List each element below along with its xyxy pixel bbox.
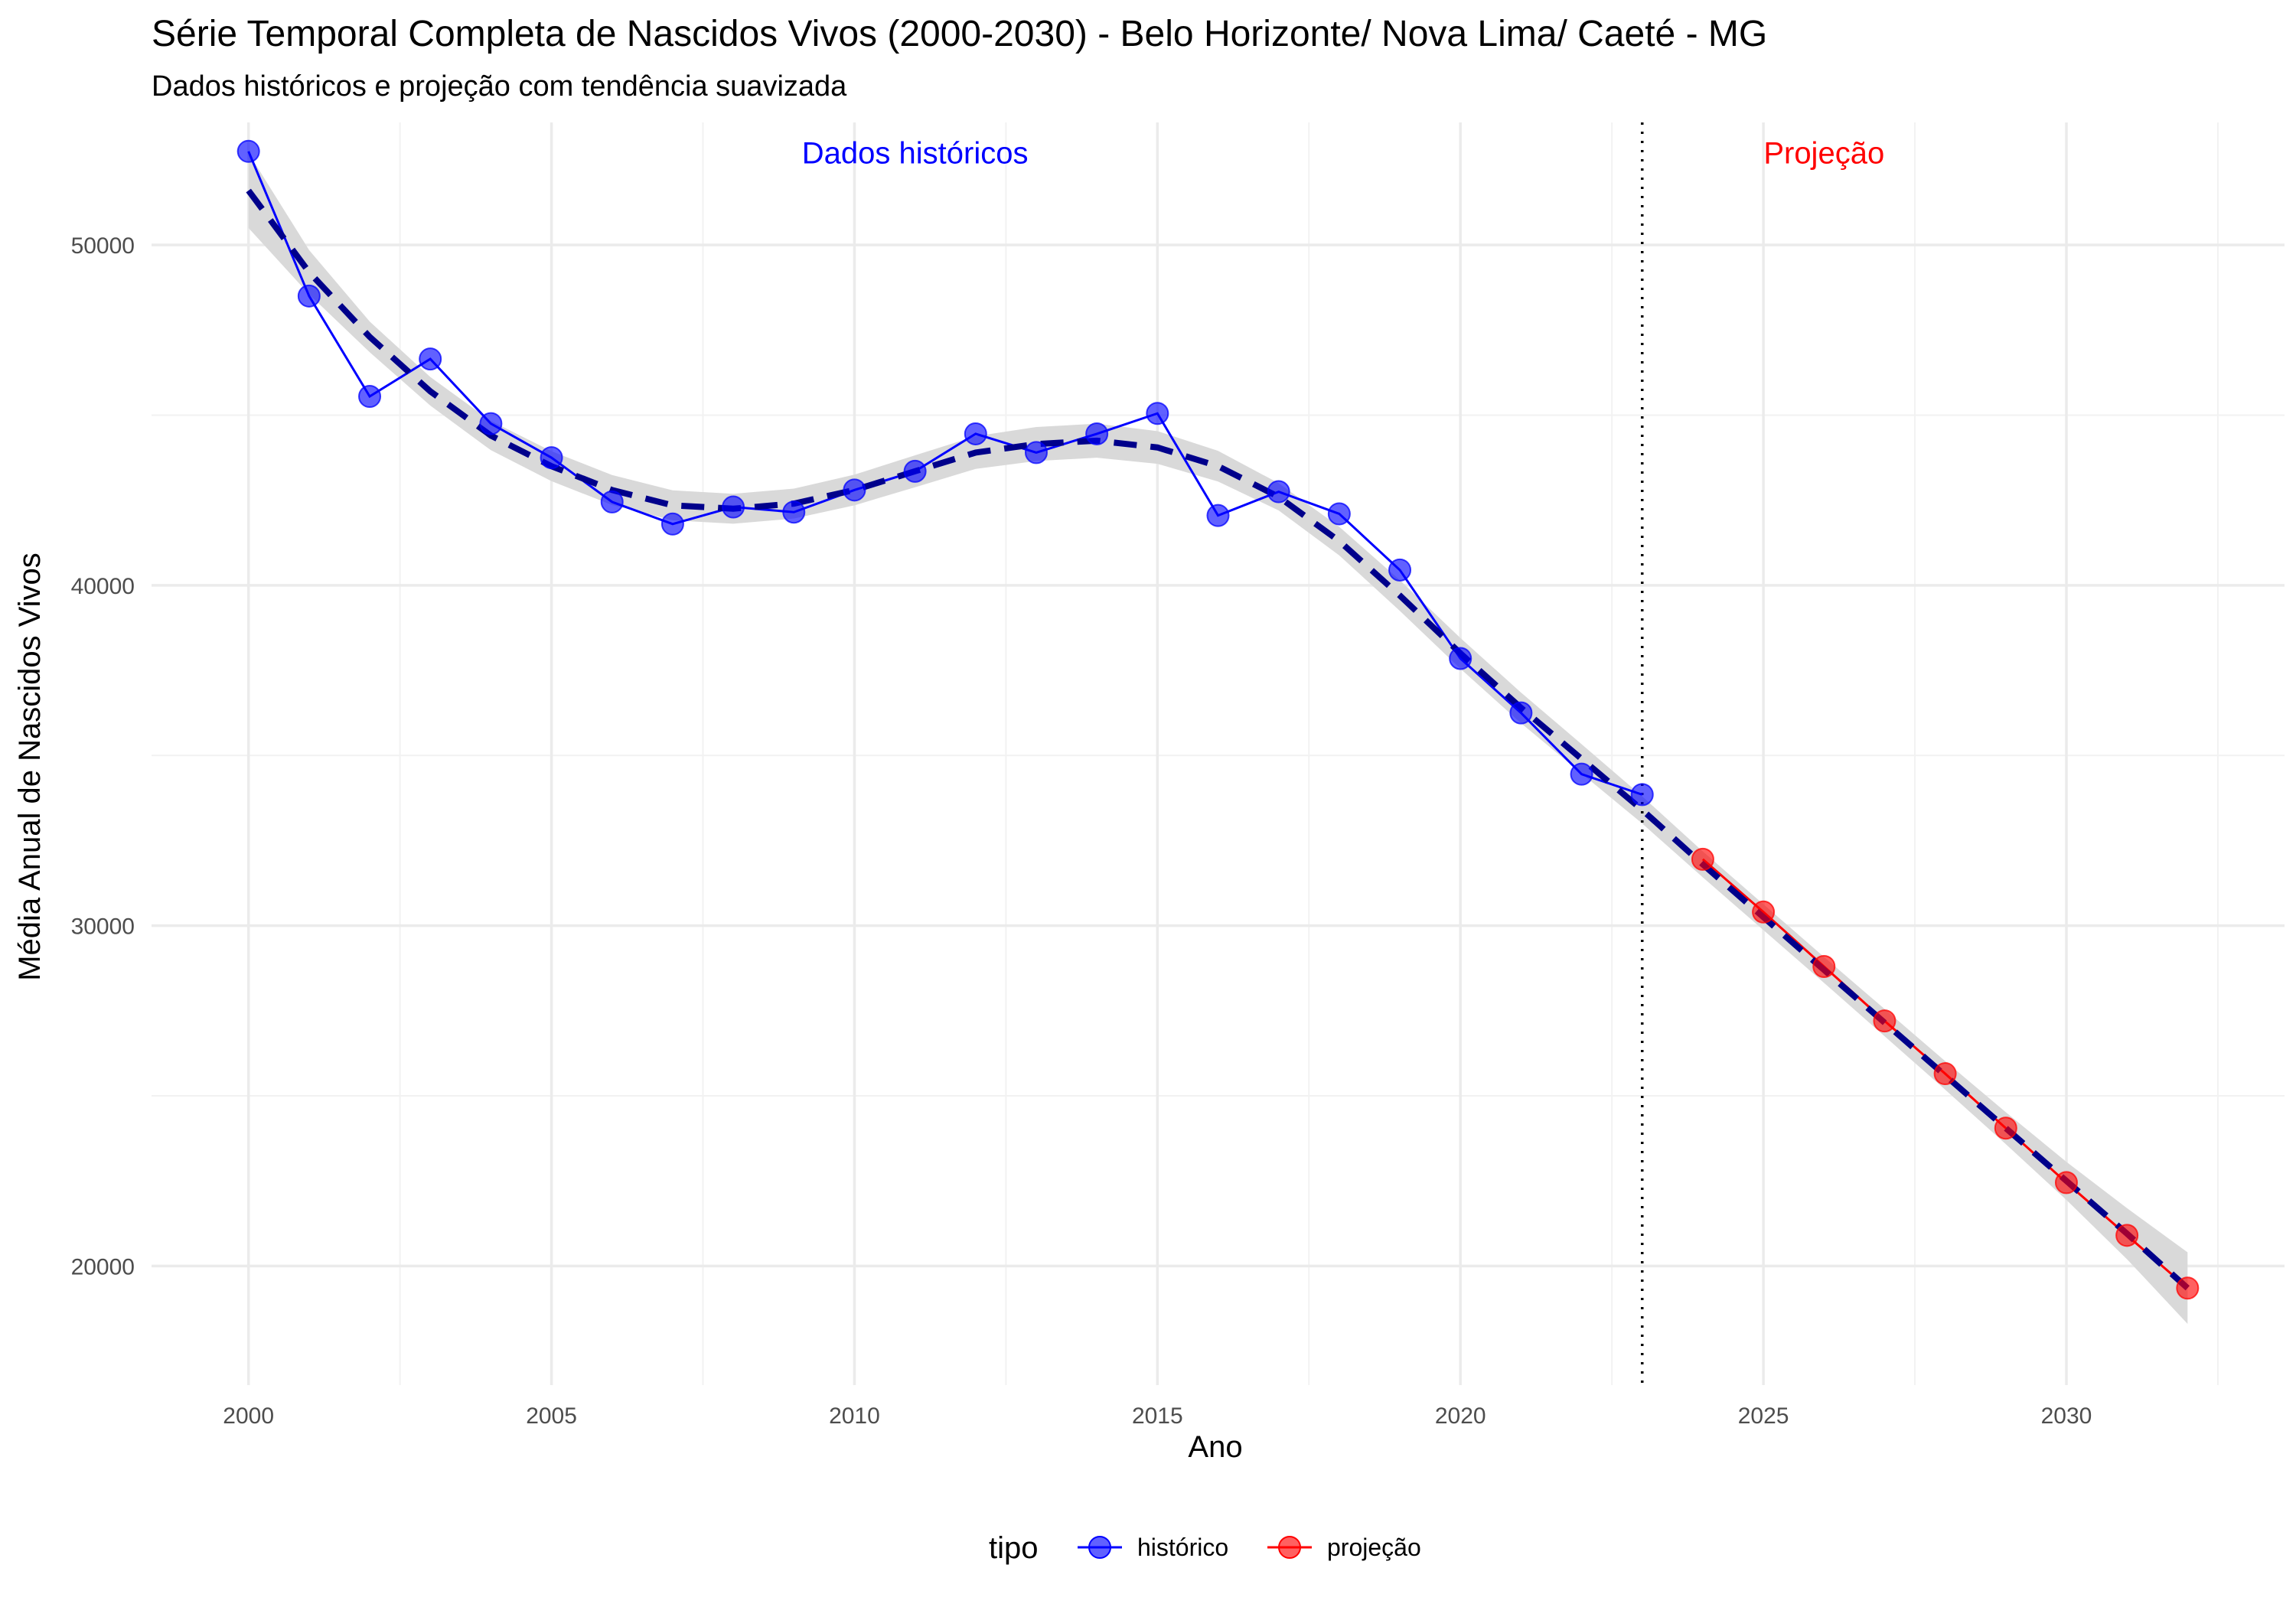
data-point-0 [964, 422, 987, 445]
x-tick-label: 2000 [223, 1403, 274, 1429]
data-point-0 [722, 495, 745, 519]
data-point-0 [843, 478, 866, 502]
tick-labels: 2000 2005 2010 2015 2020 2025 2030 20000 30000 40… [71, 233, 2092, 1429]
x-tick-label: 2015 [1132, 1403, 1183, 1429]
data-point-0 [1327, 502, 1351, 526]
data-point-1 [2176, 1276, 2200, 1300]
confidence-band [248, 153, 2188, 1324]
data-point-0 [600, 490, 624, 513]
data-point-0 [1388, 558, 1412, 582]
y-tick-label: 20000 [71, 1254, 135, 1279]
legend-key-point [1278, 1536, 1301, 1559]
x-axis-title: Ano [1188, 1430, 1242, 1464]
legend-label: projeção [1327, 1534, 1421, 1561]
data-point-1 [1691, 847, 1714, 871]
data-point-0 [1085, 422, 1109, 445]
data-point-0 [479, 412, 503, 435]
data-point-0 [236, 139, 260, 163]
x-tick-label: 2025 [1738, 1403, 1789, 1429]
data-point-0 [782, 500, 806, 524]
data-points [236, 139, 2200, 1300]
series-lines [247, 151, 2189, 1289]
data-point-0 [1267, 480, 1290, 504]
x-tick-label: 2030 [2041, 1403, 2092, 1429]
data-point-0 [903, 459, 927, 483]
data-point-0 [660, 512, 684, 536]
y-tick-label: 30000 [71, 914, 135, 940]
legend: tipo histórico projeção [989, 1531, 1421, 1565]
legend-key-point [1088, 1536, 1111, 1559]
data-point-1 [1933, 1062, 1957, 1086]
x-tick-label: 2020 [1435, 1403, 1486, 1429]
annotation-label: Dados históricos [802, 136, 1029, 170]
data-point-0 [419, 347, 442, 371]
trend-line-layer [246, 188, 2190, 1291]
data-point-0 [1630, 783, 1654, 807]
legend-items: histórico projeção [1078, 1534, 1421, 1561]
legend-item-1: projeção [1267, 1534, 1421, 1561]
chart-subtitle: Dados históricos e projeção com tendênci… [152, 70, 847, 103]
data-point-1 [1752, 900, 1776, 924]
x-tick-label: 2005 [526, 1403, 577, 1429]
data-point-0 [297, 284, 321, 308]
y-tick-label: 50000 [71, 233, 135, 259]
annotations: Dados históricos Projeção [802, 136, 1884, 170]
trend-line [246, 188, 2190, 1291]
data-point-1 [2115, 1224, 2139, 1247]
series-line-0 [247, 151, 1643, 796]
legend-item-0: histórico [1078, 1534, 1228, 1561]
y-tick-label: 40000 [71, 574, 135, 599]
data-point-1 [1873, 1009, 1896, 1033]
y-axis-title: Média Anual de Nascidos Vivos [13, 553, 47, 981]
data-point-0 [1449, 647, 1473, 670]
data-point-0 [1206, 504, 1230, 527]
trend-confidence-band [248, 153, 2188, 1324]
annotation-label: Projeção [1763, 136, 1884, 170]
legend-title: tipo [989, 1531, 1039, 1565]
data-point-0 [358, 385, 382, 409]
data-point-0 [1146, 402, 1169, 425]
grid-lines [152, 122, 2285, 1385]
chart-title: Série Temporal Completa de Nascidos Vivo… [152, 14, 1767, 54]
data-point-0 [1024, 441, 1048, 464]
data-point-0 [1570, 762, 1593, 786]
data-point-1 [2054, 1171, 2078, 1195]
data-point-1 [1994, 1116, 2017, 1140]
data-point-0 [540, 446, 563, 470]
data-point-1 [1812, 954, 1836, 978]
legend-label: histórico [1137, 1534, 1228, 1561]
x-tick-label: 2010 [829, 1403, 880, 1429]
data-point-0 [1509, 701, 1533, 725]
